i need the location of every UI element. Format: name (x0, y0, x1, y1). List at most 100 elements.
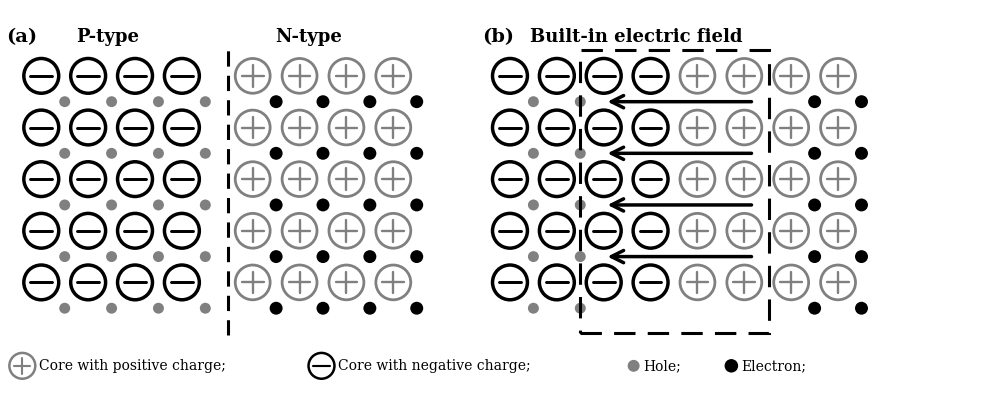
Circle shape (528, 251, 539, 262)
Circle shape (539, 58, 574, 93)
Circle shape (727, 110, 762, 145)
Circle shape (59, 251, 70, 262)
Circle shape (808, 198, 821, 212)
Circle shape (855, 147, 868, 160)
Circle shape (59, 96, 70, 107)
Text: Built-in electric field: Built-in electric field (530, 28, 742, 46)
Circle shape (376, 58, 411, 93)
Circle shape (821, 110, 856, 145)
Circle shape (575, 303, 586, 314)
Circle shape (118, 265, 152, 300)
Circle shape (821, 214, 856, 248)
Circle shape (235, 214, 270, 248)
Circle shape (71, 110, 106, 145)
Circle shape (71, 265, 106, 300)
Circle shape (164, 162, 199, 197)
Circle shape (539, 162, 574, 197)
Circle shape (309, 353, 334, 379)
Circle shape (727, 58, 762, 93)
Circle shape (200, 303, 211, 314)
Circle shape (106, 200, 117, 210)
Circle shape (628, 360, 640, 372)
Circle shape (493, 110, 527, 145)
Circle shape (586, 162, 621, 197)
Circle shape (270, 147, 283, 160)
Circle shape (808, 147, 821, 160)
Circle shape (774, 214, 809, 248)
Circle shape (528, 303, 539, 314)
Circle shape (410, 302, 423, 315)
Circle shape (118, 214, 152, 248)
Circle shape (317, 198, 329, 212)
Circle shape (153, 303, 164, 314)
Circle shape (235, 265, 270, 300)
Text: N-type: N-type (276, 28, 343, 46)
Circle shape (9, 353, 35, 379)
Circle shape (774, 58, 809, 93)
Circle shape (575, 251, 586, 262)
Circle shape (270, 302, 283, 315)
Circle shape (106, 96, 117, 107)
Circle shape (808, 302, 821, 315)
Text: Hole;: Hole; (644, 359, 681, 373)
Circle shape (24, 110, 59, 145)
Circle shape (774, 265, 809, 300)
Circle shape (164, 214, 199, 248)
Circle shape (235, 162, 270, 197)
Circle shape (539, 110, 574, 145)
Circle shape (680, 162, 715, 197)
Circle shape (575, 96, 586, 107)
Circle shape (376, 162, 411, 197)
Circle shape (680, 265, 715, 300)
Circle shape (528, 200, 539, 210)
Circle shape (317, 302, 329, 315)
Circle shape (376, 110, 411, 145)
Circle shape (410, 147, 423, 160)
Circle shape (376, 265, 411, 300)
Text: P-type: P-type (76, 28, 139, 46)
Circle shape (363, 302, 376, 315)
Circle shape (774, 162, 809, 197)
Circle shape (270, 250, 283, 263)
Circle shape (71, 214, 106, 248)
Circle shape (363, 250, 376, 263)
Circle shape (376, 214, 411, 248)
Circle shape (680, 214, 715, 248)
Circle shape (329, 214, 364, 248)
Circle shape (153, 251, 164, 262)
Circle shape (282, 162, 317, 197)
Circle shape (235, 58, 270, 93)
Circle shape (493, 162, 527, 197)
Circle shape (821, 162, 856, 197)
Circle shape (118, 58, 152, 93)
Circle shape (329, 265, 364, 300)
Circle shape (633, 110, 668, 145)
Circle shape (821, 265, 856, 300)
Circle shape (59, 200, 70, 210)
Circle shape (282, 214, 317, 248)
Circle shape (164, 58, 199, 93)
Circle shape (575, 200, 586, 210)
Circle shape (586, 265, 621, 300)
Circle shape (317, 147, 329, 160)
Circle shape (235, 110, 270, 145)
Circle shape (317, 250, 329, 263)
Circle shape (633, 214, 668, 248)
Circle shape (24, 265, 59, 300)
Circle shape (855, 198, 868, 212)
Circle shape (282, 265, 317, 300)
Circle shape (680, 58, 715, 93)
Circle shape (24, 162, 59, 197)
Circle shape (106, 251, 117, 262)
Circle shape (410, 198, 423, 212)
Circle shape (282, 110, 317, 145)
Circle shape (200, 251, 211, 262)
Circle shape (200, 96, 211, 107)
Text: Core with negative charge;: Core with negative charge; (338, 359, 531, 373)
Text: Electron;: Electron; (741, 359, 806, 373)
Circle shape (539, 265, 574, 300)
Text: (b): (b) (482, 28, 514, 46)
Circle shape (586, 214, 621, 248)
Circle shape (808, 95, 821, 108)
Circle shape (153, 148, 164, 159)
